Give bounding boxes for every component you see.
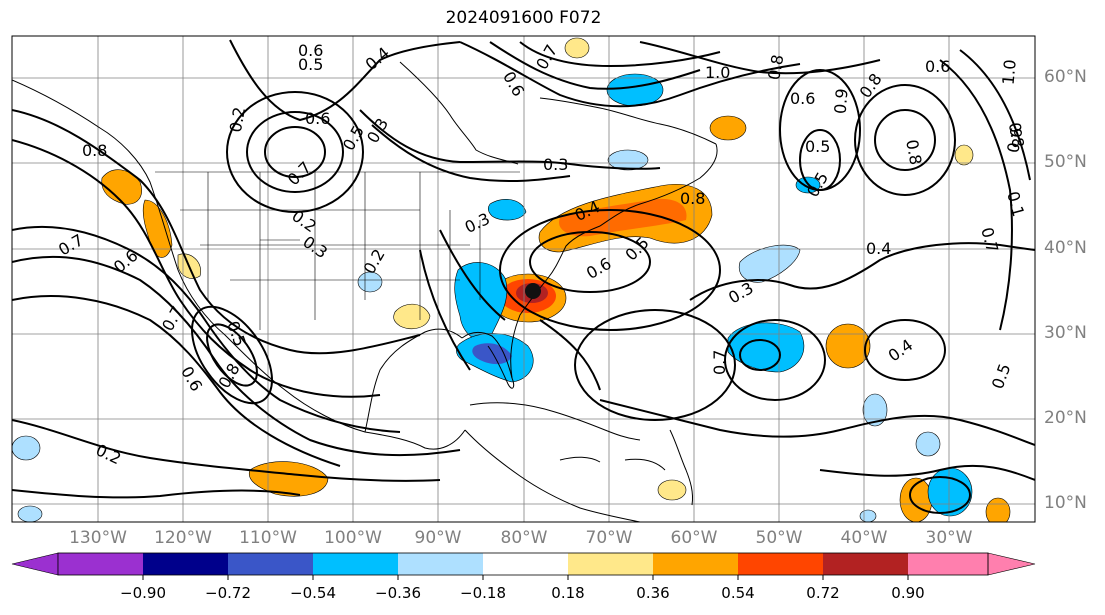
lon-label: 120°W <box>154 528 212 548</box>
colorbar-segment <box>738 553 823 575</box>
contour-label: 0.2 <box>226 105 249 133</box>
coastlines <box>12 61 718 522</box>
lon-label: 50°W <box>755 528 803 548</box>
colorbar-tick-label: −0.72 <box>205 584 251 602</box>
lat-label: 60°N <box>1044 67 1087 87</box>
colorbar-segment <box>228 553 313 575</box>
colorbar-segment <box>11 552 59 576</box>
lon-label: 110°W <box>239 528 297 548</box>
lon-label: 100°W <box>324 528 382 548</box>
colorbar-segment <box>313 553 398 575</box>
map-area: 0.6 0.5 0.4 1.0 0.6 0.8 0.7 0.6 1.0 0.8 … <box>12 36 1035 522</box>
contour-label: 0.8 <box>1005 121 1028 149</box>
colorbar-tick-label: 0.36 <box>636 584 670 602</box>
lat-label: 30°N <box>1044 323 1087 343</box>
contour-label: 0.5 <box>298 55 323 74</box>
lat-label: 20°N <box>1044 408 1087 428</box>
lat-label: 50°N <box>1044 152 1087 172</box>
contour-label: 0.6 <box>925 57 950 76</box>
colorbar-segment <box>568 553 653 575</box>
contour-label: 0.6 <box>298 41 323 60</box>
lon-label: 40°W <box>840 528 888 548</box>
lat-label: 40°N <box>1044 238 1087 258</box>
contour-label: 0.8 <box>902 138 925 166</box>
contour-label: 0.6 <box>1003 126 1026 154</box>
colorbar-segment <box>483 553 568 575</box>
colorbar-segment <box>653 553 738 575</box>
colorbar-tick-label: 0.90 <box>891 584 925 602</box>
colorbar-tick-label: 0.72 <box>806 584 840 602</box>
contour-lines <box>12 39 1035 514</box>
contour-label: 0.7 <box>710 350 729 375</box>
map-title: 2024091600 F072 <box>445 8 602 28</box>
contour-label: 0.8 <box>680 189 705 208</box>
colorbar-segment <box>823 553 908 575</box>
colorbar-segment <box>908 553 988 575</box>
contour-label: 0.4 <box>866 239 891 258</box>
colorbar <box>11 552 1036 580</box>
shaded-regions <box>12 37 1011 522</box>
lon-label: 80°W <box>500 528 548 548</box>
contour-label: 0.8 <box>764 53 787 81</box>
colorbar-tick-label: 0.18 <box>551 584 585 602</box>
colorbar-segment <box>143 553 228 575</box>
contour-label: 1.0 <box>999 59 1020 86</box>
contour-label: 0.6 <box>305 109 330 128</box>
colorbar-tick-label: 0.54 <box>721 584 755 602</box>
contour-label: 0.5 <box>805 137 830 156</box>
lon-label: 90°W <box>414 528 462 548</box>
colorbar-tick-label: −0.90 <box>120 584 166 602</box>
lon-label: 30°W <box>925 528 973 548</box>
storm-center-marker <box>525 283 541 299</box>
colorbar-segment <box>398 553 483 575</box>
colorbar-tick-label: −0.54 <box>290 584 336 602</box>
lon-label: 130°W <box>69 528 127 548</box>
lon-label: 60°W <box>670 528 718 548</box>
contour-label: 1.0 <box>705 63 730 82</box>
colorbar-tick-label: −0.18 <box>460 584 506 602</box>
contour-label: 0.8 <box>82 141 107 160</box>
contour-label: 0.6 <box>790 89 815 108</box>
contour-label: 0.3 <box>543 155 568 174</box>
lon-label: 70°W <box>585 528 633 548</box>
contour-label: 0.9 <box>831 88 852 115</box>
colorbar-segment <box>987 552 1036 576</box>
colorbar-tick-label: −0.36 <box>375 584 421 602</box>
lat-label: 10°N <box>1044 493 1087 513</box>
colorbar-segment <box>58 553 143 575</box>
